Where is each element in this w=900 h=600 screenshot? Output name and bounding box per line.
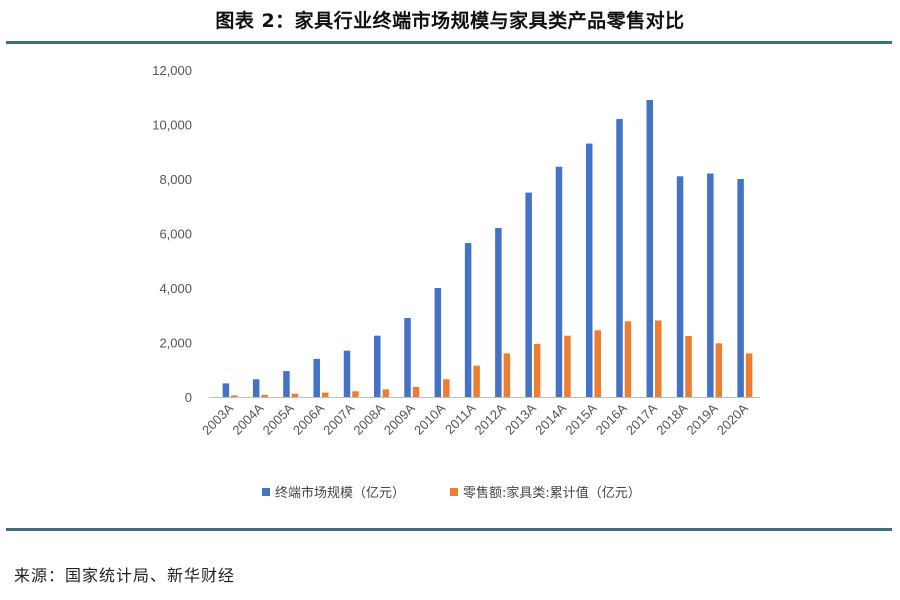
chart-title: 图表 2：家具行业终端市场规模与家具类产品零售对比 [215, 10, 685, 32]
bar-market-size [616, 119, 623, 398]
bar-retail-sales [624, 321, 632, 397]
x-tick-label: 2012A [472, 400, 509, 437]
x-tick-label: 2004A [229, 400, 266, 437]
bar-retail-sales [412, 386, 420, 397]
y-tick-label: 6,000 [159, 227, 192, 242]
bar-retail-sales [533, 343, 541, 397]
bar-retail-sales [685, 335, 692, 397]
x-tick-label: 2003A [199, 400, 236, 437]
bar-retail-sales [715, 343, 723, 397]
y-axis: 0 2,000 4,000 6,000 8,000 10,000 12,000 [152, 63, 192, 405]
x-tick-label: 2006A [290, 400, 327, 437]
bar-market-size [676, 176, 684, 397]
legend-label-retail-sales: 零售额:家具类:累计值（亿元） [463, 485, 641, 501]
bar-market-size [737, 179, 744, 397]
bar-market-size [495, 228, 502, 397]
x-tick-label: 2008A [350, 400, 387, 437]
x-tick-label: 2014A [532, 400, 569, 437]
bar-market-size [374, 335, 381, 397]
y-tick-label: 8,000 [159, 172, 192, 187]
bar-market-size [434, 288, 442, 397]
bar-market-size [646, 99, 654, 397]
bar-retail-sales [745, 353, 753, 397]
bar-market-size [585, 143, 593, 397]
x-tick-label: 2019A [684, 400, 721, 437]
x-tick-label: 2009A [381, 400, 418, 437]
x-axis: 2003A2004A2005A2006A2007A2008A2009A2010A… [199, 400, 751, 437]
bars [222, 99, 753, 398]
legend-swatch-retail-sales [450, 488, 458, 496]
bar-market-size [222, 383, 230, 397]
x-tick-label: 2015A [562, 400, 599, 437]
y-tick-label: 0 [185, 390, 192, 405]
x-tick-label: 2007A [320, 400, 357, 437]
bar-retail-sales [321, 392, 329, 397]
x-tick-label: 2018A [653, 400, 690, 437]
bar-market-size [252, 379, 260, 397]
bottom-divider [6, 528, 892, 531]
bar-market-size [707, 173, 714, 397]
bar-market-size [343, 350, 351, 397]
bar-retail-sales [655, 320, 662, 397]
x-tick-label: 2013A [502, 400, 539, 437]
x-tick-label: 2017A [623, 400, 660, 437]
bar-retail-sales [291, 393, 299, 397]
bar-retail-sales [382, 389, 390, 397]
x-tick-label: 2011A [442, 400, 479, 437]
bar-market-size [555, 166, 563, 397]
y-tick-label: 4,000 [159, 281, 192, 296]
bar-market-size [404, 317, 411, 397]
bar-market-size [283, 371, 290, 397]
bar-market-size [313, 358, 320, 397]
bar-retail-sales [503, 353, 511, 397]
bar-retail-sales [352, 391, 359, 397]
x-tick-label: 2020A [714, 400, 751, 437]
bar-retail-sales [594, 330, 601, 397]
bar-retail-sales [564, 335, 571, 397]
bar-market-size [525, 192, 532, 397]
x-tick-label: 2016A [593, 400, 630, 437]
bar-retail-sales [231, 395, 238, 397]
x-tick-label: 2010A [411, 400, 448, 437]
y-tick-label: 2,000 [159, 336, 192, 351]
bar-market-size [464, 243, 472, 397]
legend-label-market-size: 终端市场规模（亿元） [275, 485, 405, 501]
source-note: 来源：国家统计局、新华财经 [14, 566, 236, 585]
bar-retail-sales [261, 394, 268, 397]
bar-retail-sales [443, 379, 450, 397]
y-tick-label: 12,000 [152, 63, 192, 78]
y-tick-label: 10,000 [152, 118, 192, 133]
top-divider [6, 41, 892, 44]
x-tick-label: 2005A [260, 400, 297, 437]
legend: 终端市场规模（亿元） 零售额:家具类:累计值（亿元） [262, 485, 641, 501]
bar-retail-sales [473, 365, 480, 397]
legend-swatch-market-size [262, 488, 270, 496]
